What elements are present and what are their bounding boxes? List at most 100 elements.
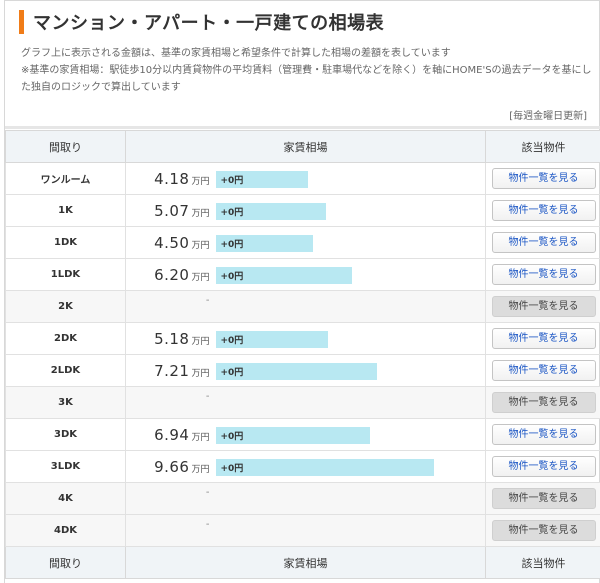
rent-diff-label: +0円 xyxy=(220,368,244,378)
layout-cell: 2DK xyxy=(5,322,126,355)
rent-unit: 万円 xyxy=(191,336,210,347)
no-data-dash: - xyxy=(205,391,210,402)
bar-cell: +0円 xyxy=(215,162,486,195)
layout-cell: 2LDK xyxy=(5,354,126,387)
price-cell: 7.21 万円 xyxy=(125,354,216,387)
no-data-dash: - xyxy=(205,519,210,530)
rent-price: 7.21 xyxy=(154,361,190,380)
price-cell: 5.07 万円 xyxy=(125,194,216,227)
table-row: 1LDK 6.20 万円 +0円 物件一覧を見る xyxy=(5,258,600,291)
price-cell: - xyxy=(125,386,216,419)
view-listings-button: 物件一覧を見る xyxy=(491,392,596,413)
rent-diff-label: +0円 xyxy=(220,208,244,218)
table-row: 2K - 物件一覧を見る xyxy=(5,290,600,323)
bar-cell: +0円 xyxy=(215,322,486,355)
price-cell: 4.18 万円 xyxy=(125,162,216,195)
rent-bar xyxy=(215,363,377,380)
rent-bar xyxy=(215,459,434,476)
listing-cell: 物件一覧を見る xyxy=(485,162,600,195)
table-row: 1K 5.07 万円 +0円 物件一覧を見る xyxy=(5,194,600,227)
rent-bar xyxy=(215,427,370,444)
view-listings-button[interactable]: 物件一覧を見る xyxy=(491,424,596,445)
bar-cell: +0円 xyxy=(215,194,486,227)
view-listings-button: 物件一覧を見る xyxy=(491,520,596,541)
listing-cell: 物件一覧を見る xyxy=(485,514,600,547)
heading-accent-bar xyxy=(19,10,24,34)
view-listings-button[interactable]: 物件一覧を見る xyxy=(491,360,596,381)
layout-cell: 4K xyxy=(5,482,126,515)
rent-bar xyxy=(215,203,326,220)
layout-cell: 3DK xyxy=(5,418,126,451)
rent-bar xyxy=(215,235,313,252)
description-line-2: ※基準の家賃相場：駅徒歩10分以内賃貸物件の平均賃料（管理費・駐車場代などを除く… xyxy=(21,65,592,93)
price-cell: 5.18 万円 xyxy=(125,322,216,355)
bar-cell xyxy=(215,386,486,419)
rent-bar xyxy=(215,171,308,188)
bar-cell xyxy=(215,514,486,547)
listing-cell: 物件一覧を見る xyxy=(485,418,600,451)
header-listings: 該当物件 xyxy=(485,130,600,163)
no-data-dash: - xyxy=(205,487,210,498)
listing-cell: 物件一覧を見る xyxy=(485,482,600,515)
listing-cell: 物件一覧を見る xyxy=(485,450,600,483)
layout-cell: 1DK xyxy=(5,226,126,259)
table-row: 3LDK 9.66 万円 +0円 物件一覧を見る xyxy=(5,450,600,483)
view-listings-button[interactable]: 物件一覧を見る xyxy=(491,232,596,253)
rent-unit: 万円 xyxy=(191,208,210,219)
header-layout: 間取り xyxy=(5,130,126,163)
section-heading: マンション・アパート・一戸建ての相場表 xyxy=(19,9,384,35)
rent-unit: 万円 xyxy=(191,464,210,475)
footer-rent: 家賃相場 xyxy=(125,546,486,579)
view-listings-button[interactable]: 物件一覧を見る xyxy=(491,264,596,285)
view-listings-button: 物件一覧を見る xyxy=(491,488,596,509)
rent-diff-label: +0円 xyxy=(220,432,244,442)
rent-unit: 万円 xyxy=(191,240,210,251)
layout-cell: 1LDK xyxy=(5,258,126,291)
rent-diff-label: +0円 xyxy=(220,272,244,282)
view-listings-button[interactable]: 物件一覧を見る xyxy=(491,168,596,189)
rent-price: 9.66 xyxy=(154,457,190,476)
footer-layout: 間取り xyxy=(5,546,126,579)
bar-cell: +0円 xyxy=(215,354,486,387)
bar-cell: +0円 xyxy=(215,418,486,451)
rent-unit: 万円 xyxy=(191,368,210,379)
description-line-1: グラフ上に表示される金額は、基準の家賃相場と希望条件で計算した相場の差額を表して… xyxy=(21,48,451,59)
rent-table: 間取り 家賃相場 該当物件 ワンルーム 4.18 万円 +0円 物件一覧を見る 1K 5.0… xyxy=(5,130,600,579)
no-data-dash: - xyxy=(205,295,210,306)
rent-price: 4.18 xyxy=(154,169,190,188)
rent-price: 5.18 xyxy=(154,329,190,348)
price-cell: 6.20 万円 xyxy=(125,258,216,291)
bar-cell xyxy=(215,482,486,515)
rent-price: 4.50 xyxy=(154,233,190,252)
rent-unit: 万円 xyxy=(191,432,210,443)
rent-price: 6.94 xyxy=(154,425,190,444)
listing-cell: 物件一覧を見る xyxy=(485,354,600,387)
listing-cell: 物件一覧を見る xyxy=(485,322,600,355)
bar-cell: +0円 xyxy=(215,226,486,259)
listing-cell: 物件一覧を見る xyxy=(485,226,600,259)
table-row: 3DK 6.94 万円 +0円 物件一覧を見る xyxy=(5,418,600,451)
view-listings-button[interactable]: 物件一覧を見る xyxy=(491,456,596,477)
update-schedule-note: [毎週金曜日更新] xyxy=(509,111,587,122)
price-cell: - xyxy=(125,482,216,515)
rent-unit: 万円 xyxy=(191,176,210,187)
description: グラフ上に表示される金額は、基準の家賃相場と希望条件で計算した相場の差額を表して… xyxy=(21,45,593,96)
rent-bar xyxy=(215,267,352,284)
table-row: 4K - 物件一覧を見る xyxy=(5,482,600,515)
price-cell: - xyxy=(125,514,216,547)
view-listings-button[interactable]: 物件一覧を見る xyxy=(491,328,596,349)
listing-cell: 物件一覧を見る xyxy=(485,258,600,291)
rent-price: 5.07 xyxy=(154,201,190,220)
price-cell: - xyxy=(125,290,216,323)
rent-diff-label: +0円 xyxy=(220,176,244,186)
footer-listings: 該当物件 xyxy=(485,546,600,579)
bar-cell: +0円 xyxy=(215,258,486,291)
listing-cell: 物件一覧を見る xyxy=(485,386,600,419)
rent-market-panel: マンション・アパート・一戸建ての相場表 グラフ上に表示される金額は、基準の家賃相… xyxy=(4,0,600,583)
divider xyxy=(5,126,600,129)
rent-bar xyxy=(215,331,328,348)
layout-cell: 3K xyxy=(5,386,126,419)
header-rent: 家賃相場 xyxy=(125,130,486,163)
price-cell: 9.66 万円 xyxy=(125,450,216,483)
view-listings-button[interactable]: 物件一覧を見る xyxy=(491,200,596,221)
